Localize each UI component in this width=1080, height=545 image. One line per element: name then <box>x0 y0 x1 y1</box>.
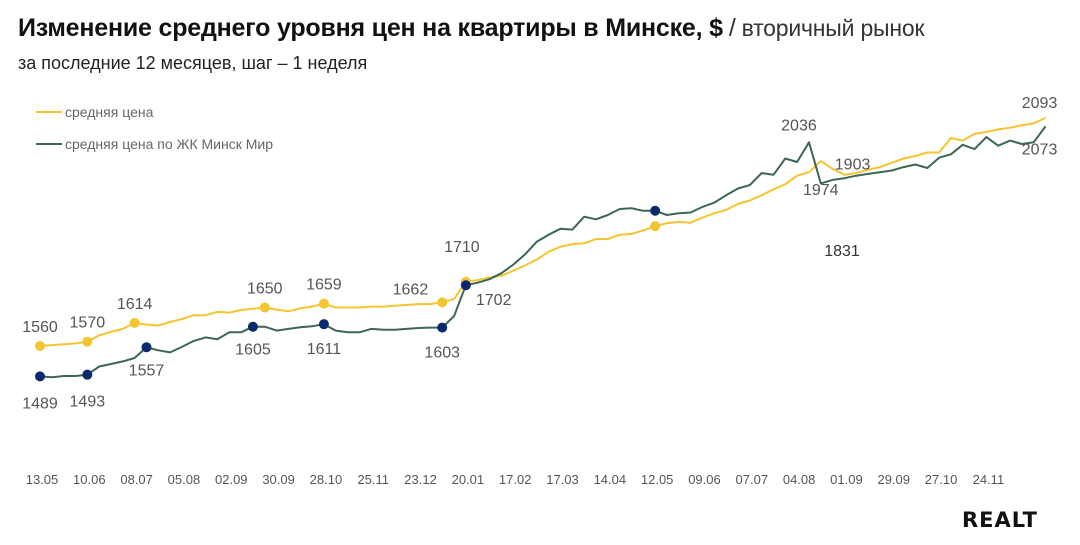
data-label-complex: 1702 <box>476 292 512 309</box>
legend-label-complex: средняя цена по ЖК Минск Мир <box>65 136 273 152</box>
x-tick-label: 27.10 <box>925 472 958 487</box>
data-label-complex: 1493 <box>70 394 106 411</box>
data-label-avg: 1662 <box>393 281 429 298</box>
x-tick-label: 10.06 <box>73 472 106 487</box>
data-label-complex: 1557 <box>129 362 165 379</box>
legend-item-complex: средняя цена по ЖК Минск Мир <box>36 128 273 160</box>
data-label-complex: 2073 <box>1022 141 1058 158</box>
data-label-complex: 1489 <box>22 395 58 412</box>
marker-complex <box>318 319 329 330</box>
annotation-label: 1831 <box>824 243 860 260</box>
title-separator: / <box>728 14 736 42</box>
x-tick-label: 13.05 <box>26 472 59 487</box>
data-label-avg: 1570 <box>70 315 106 332</box>
x-tick-label: 02.09 <box>215 472 248 487</box>
legend-label-avg: средняя цена <box>65 104 154 120</box>
x-tick-label: 20.01 <box>452 472 485 487</box>
marker-avg <box>650 221 661 232</box>
chart-title: Изменение среднего уровня цен на квартир… <box>18 14 925 43</box>
x-tick-label: 08.07 <box>120 472 153 487</box>
x-tick-label: 01.09 <box>830 472 863 487</box>
marker-complex <box>82 369 93 380</box>
chart-subtitle: за последние 12 месяцев, шаг – 1 неделя <box>18 53 368 73</box>
legend-swatch-complex <box>36 143 62 145</box>
series-line-complex <box>39 125 1047 379</box>
data-label-avg: 1614 <box>117 296 153 313</box>
x-tick-label: 04.08 <box>783 472 816 487</box>
x-tick-label: 09.06 <box>688 472 721 487</box>
data-label-complex: 1611 <box>307 341 342 358</box>
data-label-avg: 1710 <box>444 239 480 256</box>
realt-logo: REALT <box>962 508 1038 532</box>
data-label-complex: 1903 <box>835 156 871 173</box>
x-tick-label: 05.08 <box>168 472 201 487</box>
marker-avg <box>437 297 448 308</box>
data-label-complex: 1605 <box>235 342 271 359</box>
x-tick-label: 17.02 <box>499 472 532 487</box>
data-label-complex: 2036 <box>781 117 817 134</box>
data-label-avg: 2093 <box>1022 95 1058 112</box>
marker-avg <box>35 341 45 351</box>
marker-avg <box>259 302 270 313</box>
marker-complex <box>35 371 45 382</box>
x-tick-label: 29.09 <box>877 472 910 487</box>
x-tick-label: 24.11 <box>973 472 1005 487</box>
x-tick-label: 30.09 <box>262 472 295 487</box>
marker-complex <box>247 321 258 332</box>
series-line-avg <box>39 116 1046 347</box>
x-tick-label: 07.07 <box>736 472 769 487</box>
legend-swatch-avg <box>36 111 62 113</box>
marker-avg <box>82 336 93 347</box>
marker-complex <box>437 322 448 333</box>
title-market: вторичный рынок <box>741 15 925 41</box>
data-label-avg: 1650 <box>247 280 283 297</box>
x-tick-label: 28.10 <box>310 472 343 487</box>
marker-complex <box>650 205 661 216</box>
legend: средняя цена средняя цена по ЖК Минск Ми… <box>36 96 273 160</box>
marker-avg <box>129 317 140 328</box>
x-tick-label: 25.11 <box>357 472 389 487</box>
legend-item-avg: средняя цена <box>36 96 273 128</box>
data-label-avg: 1560 <box>22 319 58 336</box>
marker-avg <box>318 298 329 309</box>
x-tick-label: 12.05 <box>641 472 674 487</box>
x-tick-label: 14.04 <box>594 472 627 487</box>
data-label-avg: 1974 <box>803 182 839 199</box>
data-label-complex: 1603 <box>424 345 460 362</box>
marker-complex <box>460 280 471 291</box>
x-tick-label: 17.03 <box>546 472 579 487</box>
data-label-avg: 1659 <box>306 277 342 294</box>
marker-complex <box>141 342 152 353</box>
x-tick-label: 23.12 <box>404 472 437 487</box>
title-main: Изменение среднего уровня цен на квартир… <box>18 14 723 42</box>
